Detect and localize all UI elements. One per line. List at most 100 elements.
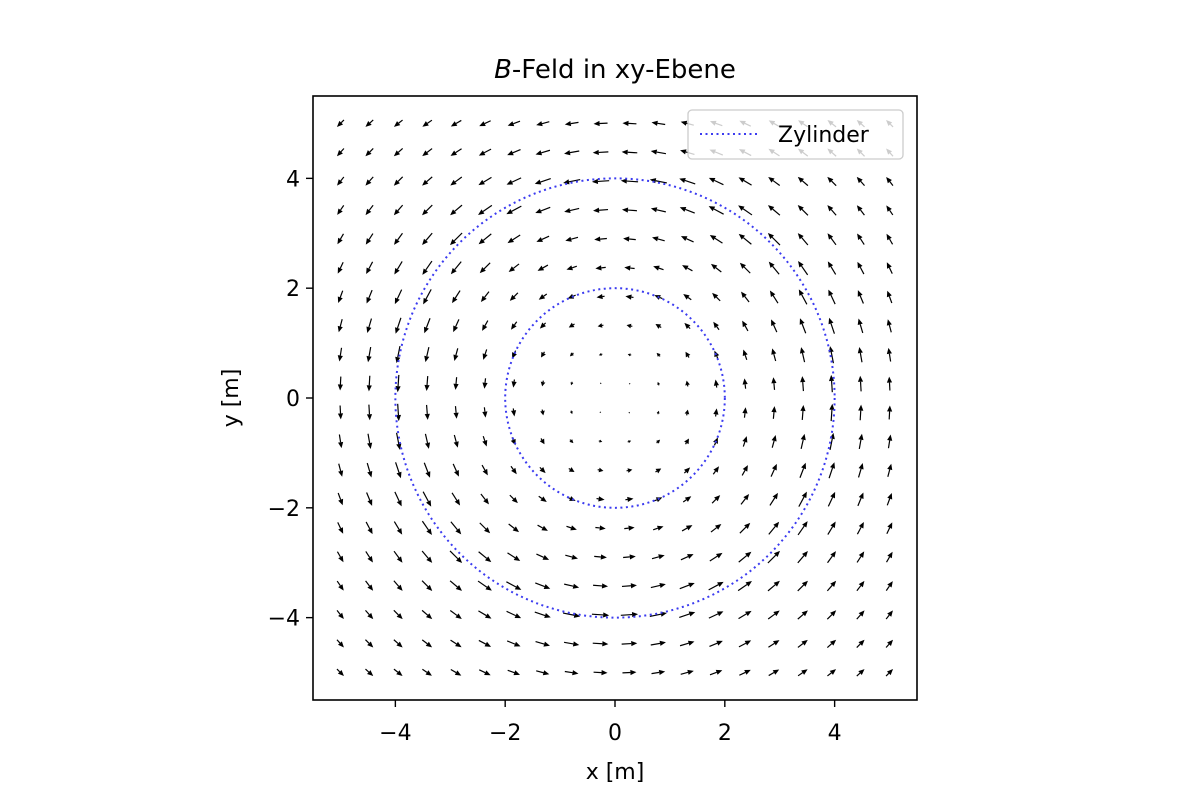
field-arrow <box>478 669 491 676</box>
field-arrow <box>887 463 893 477</box>
field-arrow <box>598 352 603 356</box>
field-arrow <box>621 207 637 213</box>
field-arrow <box>422 148 433 157</box>
field-arrow <box>536 553 550 560</box>
field-arrow <box>597 467 604 473</box>
field-arrow <box>480 291 490 303</box>
field-arrow <box>713 321 720 331</box>
field-arrow <box>507 149 521 156</box>
field-arrow <box>679 582 695 590</box>
field-arrow <box>742 378 748 389</box>
field-arrow <box>767 580 780 592</box>
field-arrow <box>857 347 863 363</box>
field-arrow <box>395 317 402 334</box>
field-arrow <box>771 435 777 448</box>
field-arrow <box>797 580 808 592</box>
field-arrow <box>337 261 344 274</box>
legend-box <box>687 109 904 160</box>
field-arrow <box>338 434 344 449</box>
field-arrow <box>649 611 667 618</box>
field-arrow <box>742 320 749 332</box>
x-axis-label: x [m] <box>586 760 645 785</box>
field-arrow <box>591 178 610 185</box>
field-arrow <box>394 232 403 245</box>
field-arrow <box>451 492 461 506</box>
field-arrow <box>709 640 723 647</box>
field-arrow <box>594 554 607 560</box>
field-arrow <box>453 434 459 448</box>
field-arrow <box>797 176 809 187</box>
field-arrow <box>771 377 777 390</box>
field-arrow <box>738 640 752 648</box>
field-arrow <box>653 265 664 271</box>
field-arrow <box>651 669 666 675</box>
field-arrow <box>857 318 864 334</box>
x-tick-label: −4 <box>379 721 411 746</box>
field-arrow <box>679 640 695 647</box>
field-arrow <box>450 204 463 216</box>
field-arrow <box>539 438 545 445</box>
field-arrow <box>768 521 780 535</box>
field-arrow <box>856 580 865 592</box>
field-arrow <box>651 554 665 560</box>
field-arrow <box>738 551 752 563</box>
field-arrow <box>535 582 551 589</box>
field-arrow <box>365 580 374 591</box>
field-arrow <box>708 581 724 591</box>
x-tick-label: 2 <box>718 721 732 746</box>
field-arrow <box>424 433 431 449</box>
field-arrow <box>597 323 604 328</box>
field-arrow <box>709 669 723 676</box>
field-arrow <box>797 550 808 564</box>
field-arrow <box>623 554 636 560</box>
field-arrow <box>593 120 608 127</box>
field-arrow <box>709 552 723 562</box>
field-arrow <box>799 318 807 334</box>
field-arrow <box>680 236 694 243</box>
field-arrow <box>536 121 550 127</box>
field-arrow <box>449 580 463 591</box>
field-arrow <box>393 521 403 535</box>
field-arrow <box>829 403 835 422</box>
field-arrow <box>510 465 517 475</box>
field-arrow <box>453 406 459 419</box>
field-arrow <box>592 149 609 156</box>
field-arrow <box>450 639 462 648</box>
field-arrow <box>799 462 806 478</box>
field-arrow <box>684 438 689 445</box>
field-arrow <box>797 521 808 536</box>
field-arrow <box>591 612 610 618</box>
field-arrow <box>564 583 580 589</box>
field-arrow <box>767 610 780 620</box>
field-arrow <box>508 523 520 533</box>
field-arrow <box>886 319 892 333</box>
field-arrow <box>621 640 638 647</box>
field-arrow <box>828 462 835 479</box>
field-arrow <box>596 496 605 502</box>
field-arrow <box>482 349 488 360</box>
field-arrow <box>829 432 835 450</box>
field-arrow <box>570 381 574 386</box>
field-arrow <box>625 294 634 300</box>
field-arrow <box>886 376 893 391</box>
field-arrow <box>337 205 345 215</box>
field-arrow <box>886 262 893 274</box>
field-arrow <box>506 581 522 590</box>
field-arrow <box>656 352 661 357</box>
field-arrow <box>827 176 837 187</box>
field-arrow <box>478 176 492 186</box>
y-axis-ticks: −4 −2 0 2 4 <box>268 167 313 632</box>
field-arrow <box>650 207 666 213</box>
field-arrow <box>394 491 402 507</box>
field-arrow <box>393 148 404 157</box>
field-arrow <box>683 467 691 474</box>
field-arrow <box>537 264 549 271</box>
field-arrow <box>366 492 373 506</box>
field-arrow <box>767 205 781 216</box>
field-arrow <box>422 260 433 275</box>
field-arrow <box>826 580 837 592</box>
field-arrow <box>452 290 461 304</box>
field-arrow <box>507 669 521 676</box>
field-arrow <box>886 522 893 535</box>
field-arrow <box>595 525 606 531</box>
